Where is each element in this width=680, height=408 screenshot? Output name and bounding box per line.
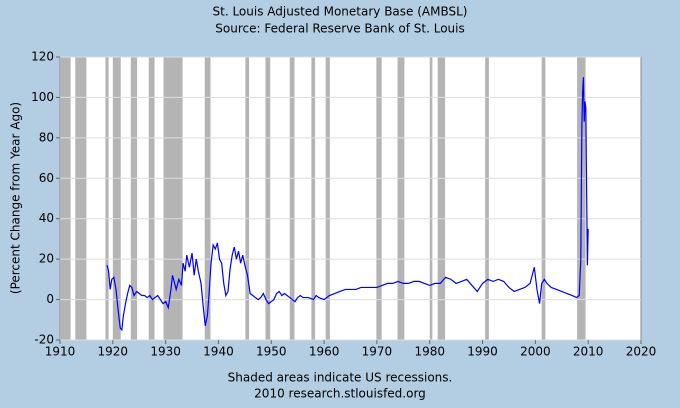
recession-band	[245, 57, 250, 340]
recession-band	[311, 57, 316, 340]
footnote: 2010 research.stlouisfed.org	[254, 387, 426, 401]
y-tick-label: 60	[39, 171, 54, 185]
x-tick-label: 1980	[414, 345, 445, 359]
y-tick-label: 100	[31, 90, 54, 104]
recession-band	[148, 57, 155, 340]
recession-band	[60, 57, 71, 340]
x-tick-label: 1920	[98, 345, 129, 359]
data-line	[106, 77, 589, 332]
recession-band	[75, 57, 87, 340]
x-tick-label: 2020	[626, 345, 657, 359]
x-tick-label: 2010	[573, 345, 604, 359]
recession-band	[265, 57, 271, 340]
recession-band	[163, 57, 183, 340]
y-axis-label: (Percent Change from Year Ago)	[9, 102, 23, 294]
y-tick-label: 0	[46, 292, 54, 306]
y-tick-label: 120	[31, 50, 54, 64]
recession-band	[485, 57, 489, 340]
x-tick-label: 1950	[256, 345, 287, 359]
y-tick-label: 80	[39, 130, 54, 144]
chart-title: St. Louis Adjusted Monetary Base (AMBSL)	[213, 5, 468, 19]
x-tick-label: 1930	[150, 345, 181, 359]
x-tick-label: 1970	[362, 345, 393, 359]
recession-band	[289, 57, 295, 340]
recession-band	[204, 57, 211, 340]
recession-band	[429, 57, 433, 340]
y-tick-label: 40	[39, 211, 54, 225]
footnote: Shaded areas indicate US recessions.	[228, 371, 453, 385]
recession-band	[541, 57, 546, 340]
recession-band	[105, 57, 109, 340]
x-tick-label: 1910	[45, 345, 76, 359]
recession-band	[325, 57, 330, 340]
recession-band	[397, 57, 405, 340]
x-tick-label: 2000	[520, 345, 551, 359]
chart-subtitle: Source: Federal Reserve Bank of St. Loui…	[215, 22, 464, 36]
y-tick-label: -20	[34, 333, 54, 347]
recession-band	[112, 57, 121, 340]
recession-band	[130, 57, 138, 340]
recession-band	[376, 57, 382, 340]
x-tick-label: 1990	[467, 345, 498, 359]
recession-band	[437, 57, 446, 340]
x-tick-label: 1940	[203, 345, 234, 359]
x-tick-label: 1960	[309, 345, 340, 359]
y-tick-label: 20	[39, 252, 54, 266]
